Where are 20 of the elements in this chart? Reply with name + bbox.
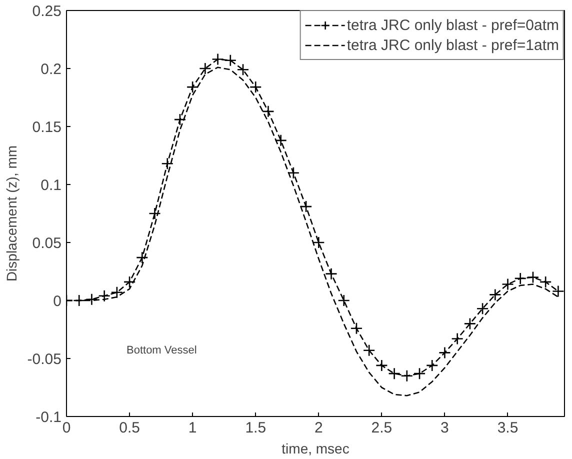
legend-label: tetra JRC only blast - pref=0atm: [346, 16, 559, 34]
x-tick-label: 3: [440, 420, 449, 436]
x-axis-title: time, msec: [282, 440, 350, 456]
y-tick-label: 0.25: [32, 3, 62, 20]
y-tick-label: -0.05: [27, 351, 62, 368]
y-axis-title: Displacement (z), mm: [3, 145, 20, 282]
x-tick-label: 1.5: [245, 420, 266, 436]
y-tick-label: 0: [53, 293, 62, 310]
y-tick-label: 0.05: [32, 235, 62, 252]
x-tick-label: 2.5: [371, 420, 392, 436]
y-tick-label: 0.15: [32, 119, 62, 136]
y-tick-label: 0.1: [40, 177, 62, 194]
legend-label: tetra JRC only blast - pref=1atm: [346, 36, 559, 54]
y-tick-label: -0.1: [36, 409, 62, 426]
x-tick-label: 1: [188, 420, 197, 436]
annotation: Bottom Vessel: [126, 344, 197, 356]
x-tick-label: 0.5: [119, 420, 140, 436]
y-tick-label: 0.2: [40, 61, 62, 78]
x-tick-label: 3.5: [497, 420, 518, 436]
x-tick-label: 2: [314, 420, 323, 436]
